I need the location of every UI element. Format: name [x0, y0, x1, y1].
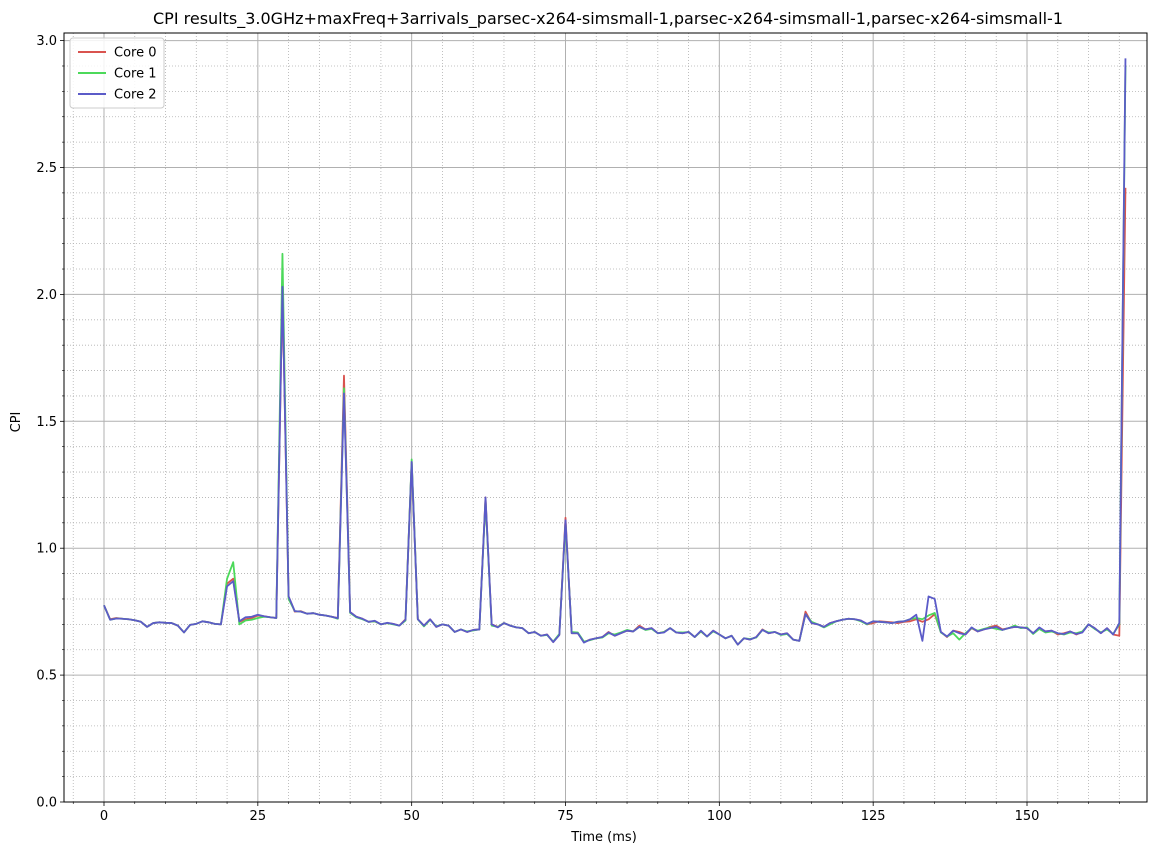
plot-frame — [63, 32, 1148, 803]
legend-box — [69, 37, 165, 109]
x-axis-label: Time (ms) — [570, 830, 637, 845]
x-axis-ticks: 0 25 50 75 100 125 150 — [72, 802, 1120, 824]
chart-title: CPI results_3.0GHz+maxFreq+3arrivals_par… — [153, 9, 1063, 29]
y-tick-label: 1.5 — [36, 415, 57, 430]
y-tick-label: 2.0 — [36, 288, 57, 303]
x-tick-label: 150 — [1015, 809, 1040, 824]
legend-label: Core 2 — [114, 88, 157, 103]
x-tick-label: 125 — [861, 809, 886, 824]
series-layer — [103, 58, 1127, 646]
y-tick-label: 1.0 — [36, 542, 57, 557]
y-tick-label: 0.0 — [36, 796, 57, 811]
x-tick-label: 25 — [250, 809, 267, 824]
series-line-core-2 — [103, 58, 1127, 646]
x-tick-label: 75 — [557, 809, 574, 824]
x-tick-label: 50 — [403, 809, 420, 824]
legend-label: Core 0 — [114, 46, 157, 61]
y-tick-label: 3.0 — [36, 34, 57, 49]
legend: Core 0 Core 1 Core 2 — [69, 37, 165, 109]
minor-grid — [64, 33, 1147, 802]
x-tick-label: 100 — [707, 809, 732, 824]
y-tick-label: 0.5 — [36, 669, 57, 684]
legend-label: Core 1 — [114, 67, 157, 82]
y-axis-ticks: 0.0 0.5 1.0 1.5 2.0 2.5 3.0 — [36, 34, 64, 811]
y-axis-label: CPI — [9, 412, 24, 433]
x-tick-label: 0 — [100, 809, 108, 824]
y-tick-label: 2.5 — [36, 161, 57, 176]
